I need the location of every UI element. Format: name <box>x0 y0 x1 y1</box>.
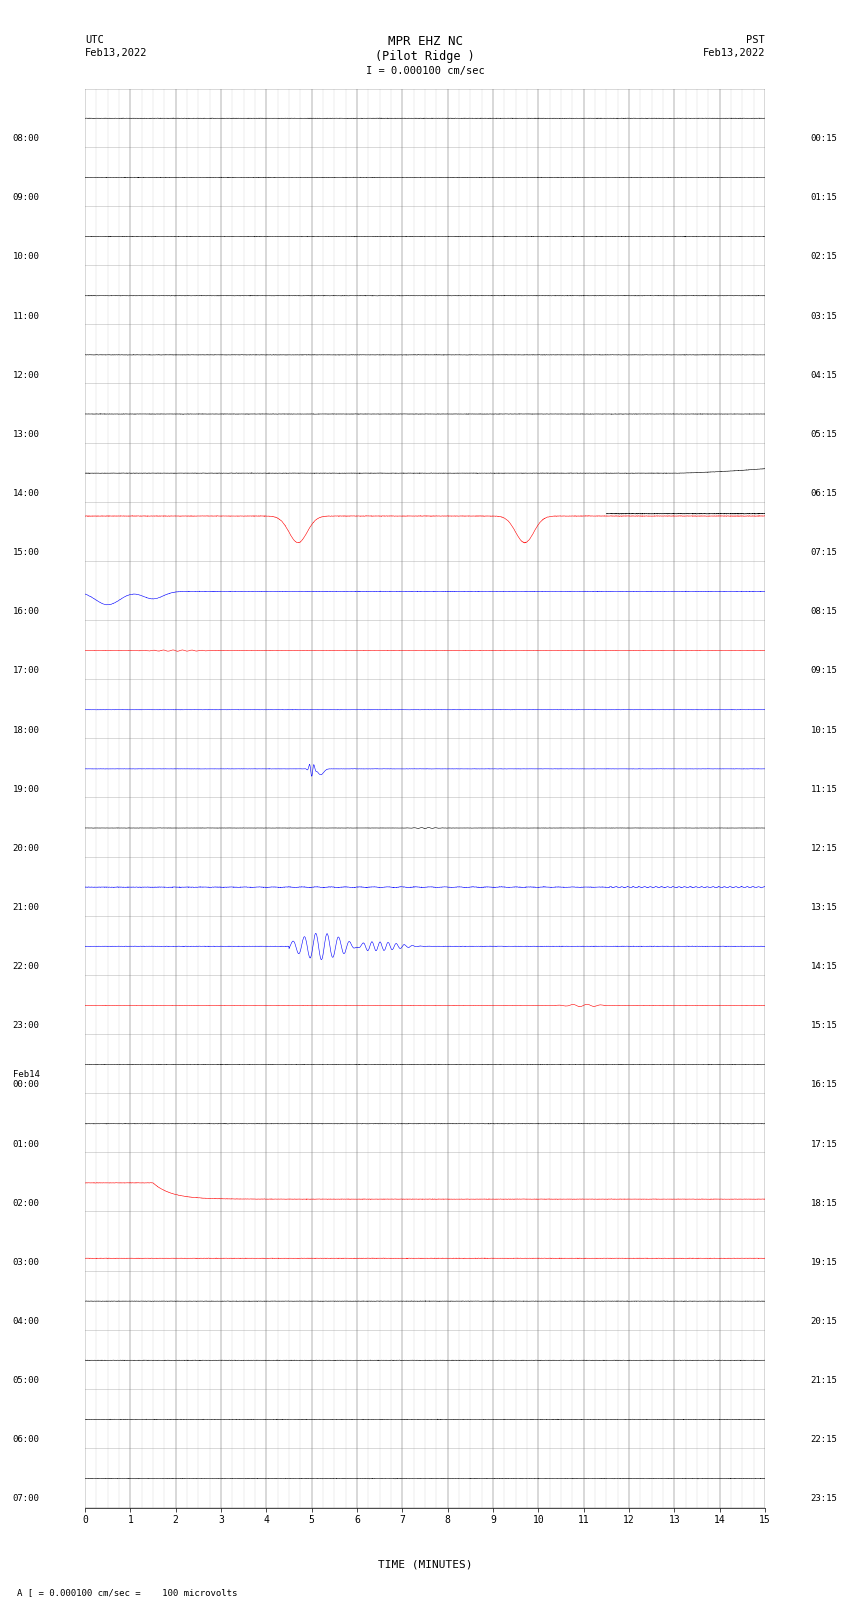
Text: 17:00: 17:00 <box>13 666 39 676</box>
Text: 08:15: 08:15 <box>811 606 837 616</box>
Text: 18:00: 18:00 <box>13 726 39 734</box>
Text: 09:00: 09:00 <box>13 194 39 202</box>
Text: 20:15: 20:15 <box>811 1316 837 1326</box>
Text: 14:00: 14:00 <box>13 489 39 498</box>
Text: 07:15: 07:15 <box>811 548 837 556</box>
Text: 10:00: 10:00 <box>13 252 39 261</box>
Text: 23:00: 23:00 <box>13 1021 39 1031</box>
Text: 13:15: 13:15 <box>811 903 837 911</box>
Text: 06:15: 06:15 <box>811 489 837 498</box>
Text: 05:15: 05:15 <box>811 429 837 439</box>
Text: 12:15: 12:15 <box>811 844 837 853</box>
Text: 11:00: 11:00 <box>13 311 39 321</box>
Text: 23:15: 23:15 <box>811 1494 837 1503</box>
Text: 06:00: 06:00 <box>13 1436 39 1444</box>
Text: 22:00: 22:00 <box>13 961 39 971</box>
Text: UTC
Feb13,2022: UTC Feb13,2022 <box>85 35 148 58</box>
Text: 11:15: 11:15 <box>811 784 837 794</box>
Text: MPR EHZ NC: MPR EHZ NC <box>388 35 462 48</box>
Text: 07:00: 07:00 <box>13 1494 39 1503</box>
Text: 00:15: 00:15 <box>811 134 837 144</box>
Text: 14:15: 14:15 <box>811 961 837 971</box>
Text: 02:00: 02:00 <box>13 1198 39 1208</box>
Text: 13:00: 13:00 <box>13 429 39 439</box>
Text: 04:15: 04:15 <box>811 371 837 379</box>
Text: 18:15: 18:15 <box>811 1198 837 1208</box>
Text: 02:15: 02:15 <box>811 252 837 261</box>
Text: I = 0.000100 cm/sec: I = 0.000100 cm/sec <box>366 66 484 76</box>
Text: 01:15: 01:15 <box>811 194 837 202</box>
Text: 12:00: 12:00 <box>13 371 39 379</box>
Text: 20:00: 20:00 <box>13 844 39 853</box>
Text: Feb14
00:00: Feb14 00:00 <box>13 1069 39 1089</box>
Text: 15:15: 15:15 <box>811 1021 837 1031</box>
Text: 16:00: 16:00 <box>13 606 39 616</box>
Text: TIME (MINUTES): TIME (MINUTES) <box>377 1560 473 1569</box>
Text: 21:00: 21:00 <box>13 903 39 911</box>
Text: 01:00: 01:00 <box>13 1139 39 1148</box>
Text: 16:15: 16:15 <box>811 1081 837 1089</box>
Text: 21:15: 21:15 <box>811 1376 837 1386</box>
Text: A [ = 0.000100 cm/sec =    100 microvolts: A [ = 0.000100 cm/sec = 100 microvolts <box>17 1587 237 1597</box>
Text: 17:15: 17:15 <box>811 1139 837 1148</box>
Text: 19:15: 19:15 <box>811 1258 837 1266</box>
Text: 03:00: 03:00 <box>13 1258 39 1266</box>
Text: 05:00: 05:00 <box>13 1376 39 1386</box>
Text: 15:00: 15:00 <box>13 548 39 556</box>
Text: 19:00: 19:00 <box>13 784 39 794</box>
Text: PST
Feb13,2022: PST Feb13,2022 <box>702 35 765 58</box>
Text: (Pilot Ridge ): (Pilot Ridge ) <box>375 50 475 63</box>
Text: 04:00: 04:00 <box>13 1316 39 1326</box>
Text: 09:15: 09:15 <box>811 666 837 676</box>
Text: 08:00: 08:00 <box>13 134 39 144</box>
Text: 10:15: 10:15 <box>811 726 837 734</box>
Text: 22:15: 22:15 <box>811 1436 837 1444</box>
Text: 03:15: 03:15 <box>811 311 837 321</box>
